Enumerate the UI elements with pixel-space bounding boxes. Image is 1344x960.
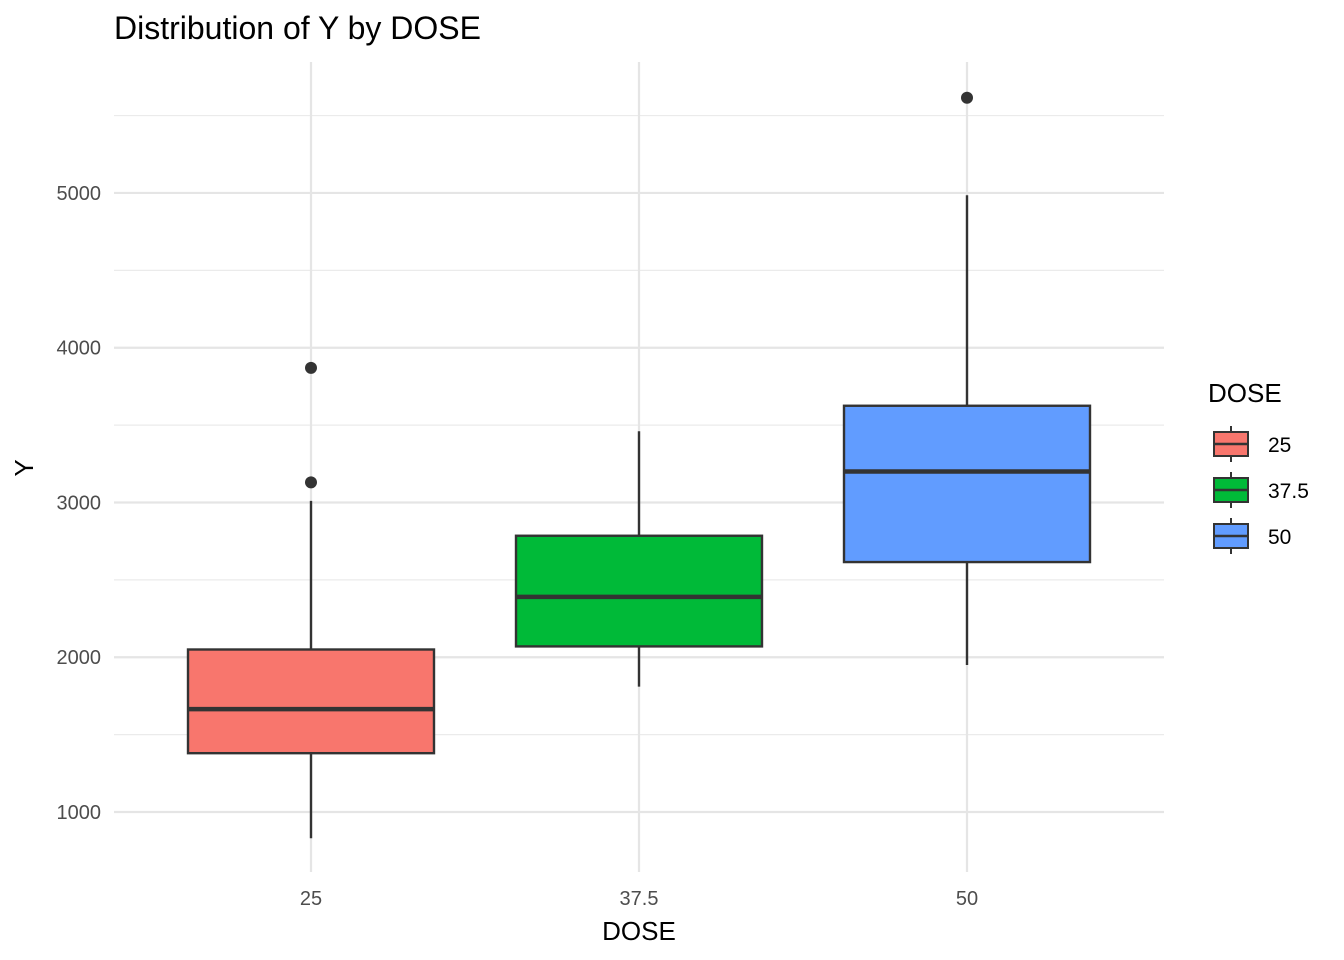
legend-item-50: 50 (1213, 518, 1291, 554)
legend-label: 37.5 (1268, 480, 1309, 503)
box-layer (186, 91, 1092, 839)
chart-title: Distribution of Y by DOSE (114, 10, 481, 46)
box-iqr (842, 404, 1092, 564)
legend-item-25: 25 (1213, 426, 1291, 462)
x-axis-title: DOSE (602, 916, 676, 946)
legend-label: 50 (1268, 526, 1291, 549)
outlier-point (961, 91, 973, 104)
box-iqr (514, 534, 764, 648)
tick-layer: 1000 2000 3000 4000 5000 25 37.5 50 (57, 183, 979, 910)
y-tick-label: 3000 (57, 492, 102, 514)
box-group-25 (186, 361, 436, 839)
legend-title: DOSE (1208, 378, 1282, 408)
y-tick-label: 1000 (57, 802, 102, 824)
y-tick-label: 2000 (57, 647, 102, 669)
y-tick-label: 5000 (57, 183, 102, 205)
legend: DOSE 25 37.5 50 (1208, 378, 1309, 554)
y-axis-title: Y (9, 459, 39, 476)
legend-item-37-5: 37.5 (1213, 472, 1309, 508)
y-tick-label: 4000 (57, 338, 102, 360)
outlier-point (305, 361, 317, 374)
x-tick-label: 25 (300, 888, 322, 910)
outlier-point (305, 476, 317, 489)
legend-label: 25 (1268, 434, 1291, 457)
box-group-37-5 (514, 431, 764, 687)
box-group-50 (842, 91, 1092, 665)
box-iqr (186, 648, 436, 755)
x-tick-label: 50 (956, 888, 978, 910)
x-tick-label: 37.5 (620, 888, 659, 910)
